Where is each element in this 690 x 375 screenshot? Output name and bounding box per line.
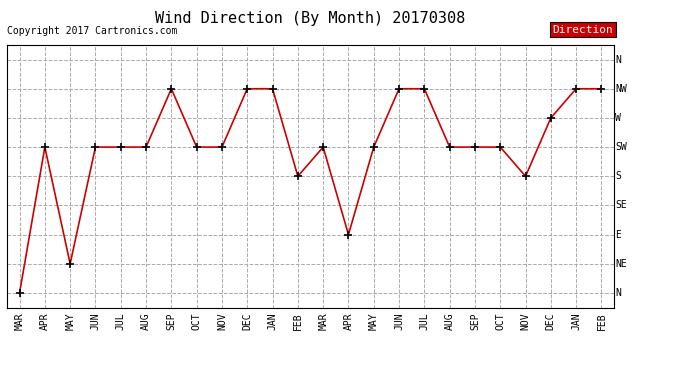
- Text: N: N: [615, 288, 621, 298]
- Text: NW: NW: [615, 84, 627, 94]
- Text: Wind Direction (By Month) 20170308: Wind Direction (By Month) 20170308: [155, 11, 466, 26]
- Text: Direction: Direction: [553, 24, 613, 34]
- Text: NE: NE: [615, 259, 627, 269]
- Text: E: E: [615, 230, 621, 240]
- Text: S: S: [615, 171, 621, 181]
- Text: Copyright 2017 Cartronics.com: Copyright 2017 Cartronics.com: [7, 26, 177, 36]
- Text: N: N: [615, 55, 621, 64]
- Text: SE: SE: [615, 200, 627, 210]
- Text: SW: SW: [615, 142, 627, 152]
- Text: W: W: [615, 113, 621, 123]
